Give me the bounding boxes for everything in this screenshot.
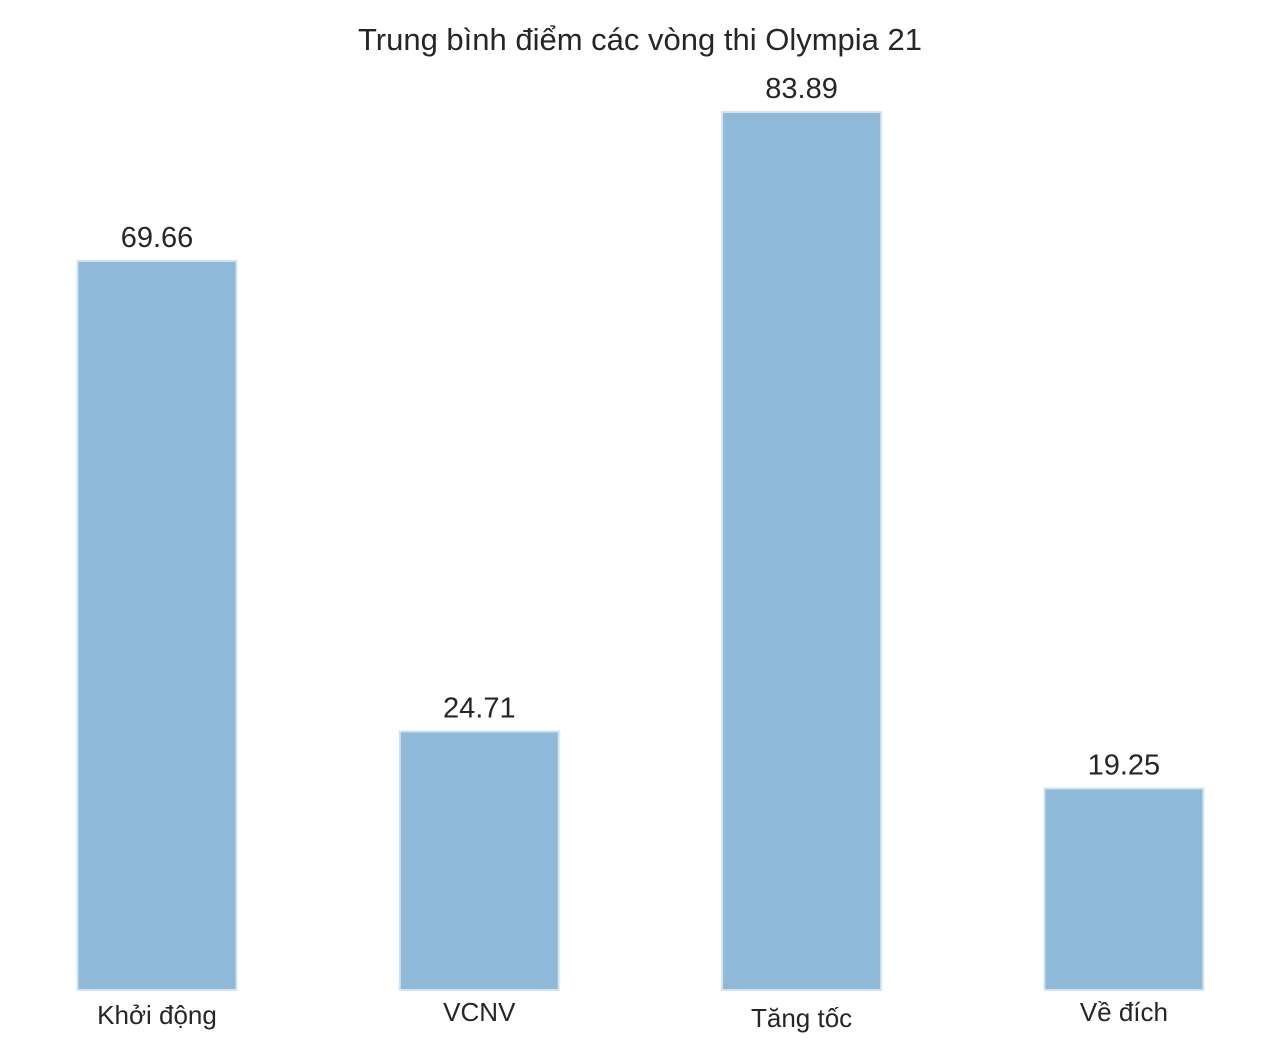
- chart-title: Trung bình điểm các vòng thi Olympia 21: [358, 22, 922, 57]
- x-tick-label: Về đích: [1080, 997, 1168, 1027]
- bar-3: [721, 111, 883, 991]
- bars-group: [76, 111, 1205, 992]
- value-labels-group: 69.66 24.71 83.89 19.25: [121, 73, 1160, 782]
- bar-value-label: 19.25: [1088, 750, 1161, 782]
- bar-value-label: 24.71: [443, 692, 516, 724]
- x-tick-labels-group: Khởi động VCNV Tăng tốc Về đích: [97, 997, 1168, 1033]
- bar-value-label: 83.89: [765, 73, 838, 105]
- bar-value-label: 69.66: [121, 222, 194, 254]
- bar-4: [1043, 787, 1205, 991]
- x-tick-label: VCNV: [443, 997, 516, 1027]
- bar-1: [76, 259, 238, 991]
- bar-2: [398, 730, 560, 992]
- x-tick-label: Khởi động: [97, 1000, 217, 1030]
- x-tick-label: Tăng tốc: [751, 1003, 852, 1033]
